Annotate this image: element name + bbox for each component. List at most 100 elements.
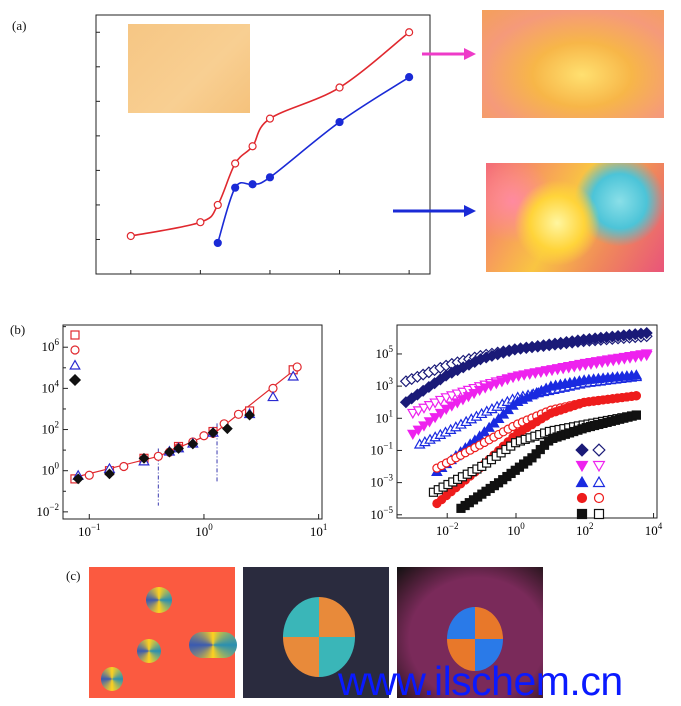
plot-frame — [396, 324, 658, 519]
data-point — [231, 159, 240, 168]
storage-modulus-point — [451, 398, 464, 409]
data-point — [335, 117, 344, 127]
arrow-head-icon — [464, 205, 476, 217]
storage-modulus-point — [473, 385, 486, 397]
data-point — [248, 180, 257, 189]
data-point — [84, 470, 94, 480]
x-tick-label: 101 — [310, 522, 328, 539]
data-point — [138, 452, 150, 464]
x-tick-label: 104 — [645, 521, 663, 538]
fit-line — [74, 367, 298, 478]
legend-marker-filled — [576, 508, 588, 520]
y-tick-label: 102 — [42, 420, 60, 437]
data-point — [265, 114, 275, 123]
legend-marker — [69, 359, 81, 370]
data-point — [267, 390, 279, 402]
storage-modulus-point — [418, 421, 430, 432]
data-point — [196, 218, 205, 227]
y-tick-label: 105 — [376, 344, 394, 361]
legend-marker-filled — [575, 443, 589, 457]
storage-modulus-point — [440, 404, 453, 415]
loss-modulus-point — [423, 401, 436, 412]
legend-marker-filled — [575, 475, 589, 488]
loss-modulus-point — [434, 395, 447, 407]
data-point — [248, 142, 257, 151]
legend-marker-open — [592, 475, 606, 488]
chart-b-modulus: 10−2 100 102 104 10−5 10−3 10−1 101 103 105 — [370, 324, 663, 538]
storage-modulus-point — [631, 391, 641, 401]
data-point — [335, 83, 344, 92]
data-point — [173, 443, 184, 454]
storage-modulus-point — [462, 392, 475, 403]
data-point — [187, 438, 199, 450]
data-point — [405, 28, 414, 37]
data-point — [287, 370, 300, 381]
data-point — [292, 362, 302, 372]
chart-a-phase-diagram — [95, 14, 476, 275]
loss-modulus-point — [412, 406, 425, 417]
storage-modulus-point — [429, 413, 441, 424]
storage-modulus-point — [423, 417, 436, 428]
y-tick-label: 10−5 — [370, 505, 393, 522]
legend-marker — [70, 345, 80, 355]
data-point — [153, 451, 163, 461]
loss-modulus-point — [429, 398, 441, 409]
spherulite-micrograph-1 — [89, 567, 237, 698]
legend-marker-filled — [576, 492, 588, 504]
legend-marker-open — [592, 460, 606, 473]
isotropic-micrograph — [128, 24, 250, 113]
x-tick-label: 10−1 — [78, 522, 101, 539]
storage-modulus-point — [630, 369, 643, 380]
series-line-0 — [130, 31, 410, 237]
y-tick-label: 10−3 — [370, 473, 393, 490]
storage-modulus-point — [496, 377, 508, 388]
storage-modulus-point — [406, 429, 419, 440]
x-tick-label: 102 — [576, 521, 594, 538]
series-line-1 — [217, 76, 410, 244]
legend-marker — [68, 373, 82, 387]
panel-label-a: (a) — [12, 18, 27, 33]
data-point — [104, 468, 115, 480]
storage-modulus-point — [484, 381, 497, 392]
y-tick-label: 100 — [42, 461, 60, 478]
y-tick-label: 101 — [376, 408, 394, 425]
storage-modulus-point — [445, 401, 458, 412]
storage-modulus-point — [434, 408, 447, 420]
lyotropic-micrograph — [482, 10, 664, 118]
y-tick-label: 106 — [42, 337, 60, 354]
storage-modulus-point — [479, 383, 492, 394]
data-point — [221, 423, 233, 435]
y-tick-label: 10−1 — [370, 440, 393, 457]
data-point — [213, 200, 222, 210]
storage-modulus-point — [468, 388, 480, 400]
data-point — [126, 231, 135, 241]
data-point — [72, 473, 84, 485]
data-point — [199, 431, 209, 441]
data-point — [231, 183, 240, 192]
storage-modulus-point — [631, 410, 641, 420]
y-tick-label: 10−2 — [36, 502, 59, 519]
x-tick-label: 10−2 — [436, 521, 459, 538]
panel-label-c: (c) — [66, 568, 81, 583]
data-point — [244, 409, 255, 421]
panel-label-b: (b) — [10, 322, 26, 337]
legend-marker — [70, 330, 80, 340]
storage-modulus-point — [457, 395, 469, 406]
legend-marker-open — [593, 508, 605, 520]
data-point — [164, 446, 175, 458]
plot-frame — [95, 14, 431, 275]
storage-modulus-point — [640, 326, 653, 340]
storage-modulus-point — [490, 379, 503, 390]
data-point — [207, 427, 219, 439]
loss-modulus-point — [406, 408, 419, 420]
legend-marker-open — [593, 492, 605, 504]
data-point — [233, 409, 244, 419]
data-point — [213, 238, 222, 248]
y-tick-label: 104 — [42, 378, 60, 395]
data-point — [265, 173, 275, 182]
data-point — [405, 73, 414, 82]
storage-modulus-point — [501, 375, 514, 386]
storage-modulus-point — [640, 349, 653, 360]
x-tick-label: 100 — [195, 522, 213, 539]
